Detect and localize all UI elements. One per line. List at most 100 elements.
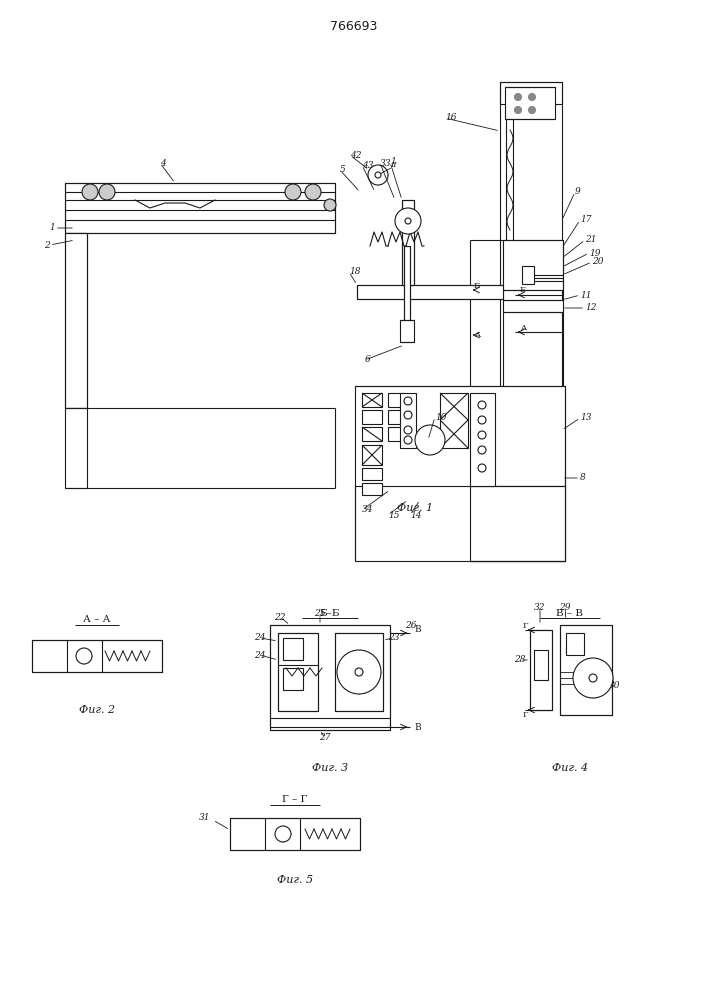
- Circle shape: [375, 172, 381, 178]
- Circle shape: [368, 165, 388, 185]
- Bar: [32, 640, 162, 672]
- Text: 1: 1: [49, 224, 55, 232]
- Text: 34: 34: [362, 506, 373, 514]
- Bar: [402, 200, 414, 285]
- Text: 25: 25: [314, 609, 326, 618]
- Bar: [355, 386, 565, 561]
- Circle shape: [99, 184, 115, 200]
- Text: Б: Б: [474, 282, 480, 290]
- Bar: [440, 393, 468, 448]
- Text: 29: 29: [559, 602, 571, 611]
- Text: Г: Г: [522, 622, 527, 630]
- Text: 13: 13: [580, 414, 592, 422]
- Bar: [388, 410, 406, 424]
- Text: 2: 2: [45, 240, 50, 249]
- Circle shape: [82, 184, 98, 200]
- Bar: [362, 445, 382, 465]
- Circle shape: [515, 106, 522, 113]
- Text: Фиг. 5: Фиг. 5: [277, 875, 313, 885]
- Text: 4: 4: [160, 158, 165, 167]
- Text: 5: 5: [340, 165, 346, 174]
- Text: 30: 30: [609, 680, 621, 690]
- Circle shape: [478, 446, 486, 454]
- Circle shape: [478, 416, 486, 424]
- Circle shape: [324, 199, 336, 211]
- Circle shape: [404, 411, 412, 419]
- Text: А – А: А – А: [83, 615, 111, 624]
- Text: 27: 27: [320, 734, 331, 742]
- Bar: [388, 393, 406, 407]
- Text: 24: 24: [255, 650, 266, 660]
- Circle shape: [337, 650, 381, 694]
- Bar: [534, 650, 548, 680]
- Text: Б–Б: Б–Б: [320, 608, 340, 617]
- Text: 42: 42: [350, 150, 361, 159]
- Bar: [65, 408, 87, 488]
- Circle shape: [478, 464, 486, 472]
- Text: Г: Г: [522, 711, 527, 719]
- Text: 19: 19: [589, 248, 600, 257]
- Bar: [230, 818, 360, 850]
- Bar: [522, 266, 534, 284]
- Bar: [362, 483, 382, 495]
- Circle shape: [405, 218, 411, 224]
- Text: Фиг. 3: Фиг. 3: [312, 763, 348, 773]
- Text: 31: 31: [199, 814, 211, 822]
- Text: 15: 15: [388, 510, 399, 520]
- Circle shape: [404, 426, 412, 434]
- Text: A: A: [520, 324, 526, 332]
- Circle shape: [305, 184, 321, 200]
- Bar: [400, 393, 416, 448]
- Bar: [400, 320, 414, 342]
- Circle shape: [589, 674, 597, 682]
- Bar: [278, 633, 318, 711]
- Text: 766693: 766693: [330, 20, 378, 33]
- Text: В: В: [414, 724, 421, 732]
- Text: 21: 21: [585, 235, 597, 244]
- Text: 14: 14: [410, 510, 421, 520]
- Text: 1: 1: [390, 157, 396, 166]
- Text: 28: 28: [514, 656, 526, 664]
- Text: Фиг. 2: Фиг. 2: [79, 705, 115, 715]
- Bar: [560, 625, 612, 715]
- Bar: [470, 486, 565, 561]
- Bar: [500, 82, 562, 104]
- Bar: [357, 285, 503, 299]
- Text: 24: 24: [255, 634, 266, 643]
- Text: 20: 20: [592, 257, 604, 266]
- Text: 9: 9: [575, 188, 580, 196]
- Text: II: II: [390, 161, 396, 169]
- Bar: [503, 300, 563, 312]
- Circle shape: [275, 826, 291, 842]
- Circle shape: [529, 106, 535, 113]
- Bar: [362, 393, 382, 407]
- Text: Б: Б: [520, 286, 526, 294]
- Circle shape: [395, 208, 421, 234]
- Bar: [283, 668, 303, 690]
- Bar: [362, 410, 382, 424]
- Bar: [470, 393, 495, 486]
- Bar: [362, 468, 382, 480]
- Text: Фиг. 1: Фиг. 1: [397, 503, 433, 513]
- Bar: [283, 638, 303, 660]
- Bar: [335, 633, 383, 711]
- Text: 43: 43: [362, 160, 373, 169]
- Circle shape: [515, 94, 522, 101]
- Text: 33: 33: [380, 158, 392, 167]
- Text: 11: 11: [580, 290, 592, 300]
- Text: 6: 6: [365, 356, 370, 364]
- Circle shape: [404, 397, 412, 405]
- Bar: [65, 183, 335, 233]
- Circle shape: [285, 184, 301, 200]
- Circle shape: [478, 431, 486, 439]
- Bar: [388, 427, 406, 441]
- Text: 8: 8: [580, 474, 586, 483]
- Text: 22: 22: [274, 612, 286, 621]
- Circle shape: [355, 668, 363, 676]
- Circle shape: [573, 658, 613, 698]
- Bar: [503, 240, 563, 290]
- Text: 12: 12: [585, 304, 597, 312]
- Bar: [505, 87, 555, 119]
- Bar: [65, 233, 87, 408]
- Text: 18: 18: [349, 267, 361, 276]
